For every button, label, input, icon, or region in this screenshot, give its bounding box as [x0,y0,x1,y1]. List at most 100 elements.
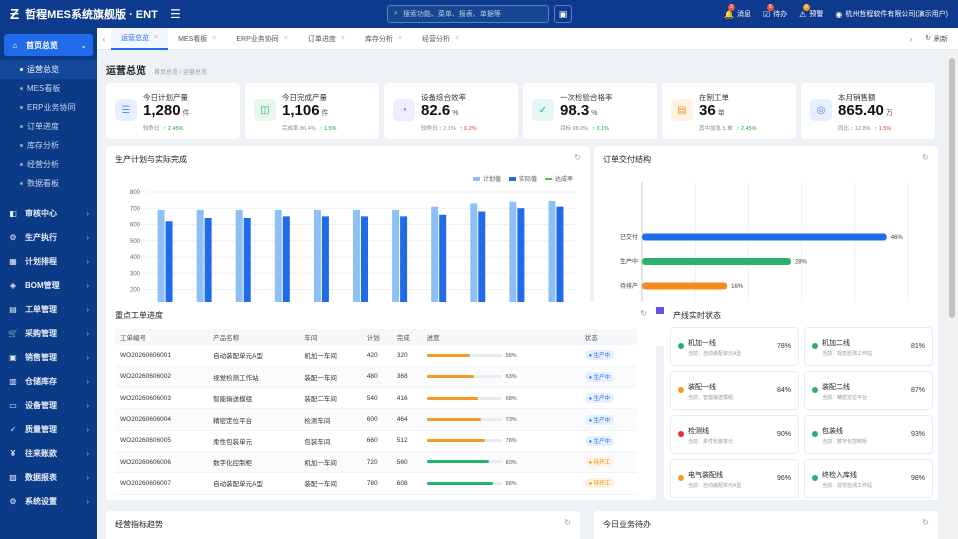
tab-1[interactable]: MES看板 × [168,28,226,50]
sidebar-item-purchase[interactable]: 🛒 采购管理 › [0,321,97,345]
kpi-card[interactable]: ✓ 一次检验合格率 98.3% 目标 98.0% ↑ 3.1% [523,83,657,139]
sidebar-item-device[interactable]: ▭ 设备管理 › [0,393,97,417]
sidebar-item-sales[interactable]: ▣ 销售管理 › [0,345,97,369]
kpi-value: 865.40 万 [838,102,893,119]
sidebar-item-plan[interactable]: ▦ 计划排程 › [0,249,97,273]
top-action-todo[interactable]: ☑ 5 待办 [763,4,787,19]
top-action-alert[interactable]: ⚠ 6 预警 [799,4,823,19]
tab-4[interactable]: 库存分析 × [355,28,412,50]
refresh-icon[interactable]: ↻ [922,153,929,162]
sidebar-item-workorder[interactable]: ▤ 工单管理 › [0,297,97,321]
top-action-bell[interactable]: 🔔 3 消息 [724,4,751,19]
table-row[interactable]: WO20260606002 视觉检测工作站 装配一车间 480 368 63% ● 生产中 [115,366,637,389]
column-header[interactable]: 完成 [391,329,422,345]
tab-scroll-right-icon[interactable]: › [909,33,913,44]
sidebar-item-home[interactable]: ⌂ 首页总览 ⌄ [4,34,93,56]
line-card[interactable]: 装配二线 当前：精密定位平台 87% [804,371,933,410]
tab-3[interactable]: 订单进度 × [298,28,355,50]
line-card[interactable]: 机加二线 当前：视觉检测工作站 81% [804,327,933,366]
sidebar-subitem[interactable]: ERP业务协同 [0,98,97,117]
sidebar-item-report[interactable]: ▨ 数据报表 › [0,465,97,489]
sidebar-item-warehouse[interactable]: ▥ 仓储库存 › [0,369,97,393]
global-search[interactable]: ⌕ 搜索功能、菜单、报表、单据等 [387,5,549,23]
progress-fill [426,396,478,400]
tab-2[interactable]: ERP业务协同 × [226,28,298,50]
kpi-card[interactable]: ▤ 在制工单 36 单其中加急 5 单 ↑ 2.45% [662,83,796,139]
top-bar: Ƶ 哲程MES系统旗舰版 · ENT ☰ ⌕ 搜索功能、菜单、报表、单据等 ▣ … [0,0,958,28]
close-icon[interactable]: × [455,35,460,42]
top-action-company[interactable]: ◉ 杭州哲程软件有限公司(演示用户) [835,9,948,19]
cell-id: WO20260606002 [115,366,209,389]
bar-value-label: 28% [795,260,808,266]
close-icon[interactable]: × [397,35,403,42]
table-row[interactable]: WO20260606001 自动装配单元A型 机加一车间 420 320 58% ● 生产中 [115,345,637,367]
status-dot-icon [812,343,818,349]
sidebar-subitem[interactable]: 运营总览 [0,60,97,79]
column-header[interactable]: 进度 [421,329,580,345]
tab-scroll-left-icon[interactable]: ‹ [102,33,106,44]
kpi-card[interactable]: ◫ 今日完成产量 1,106 件完成率 86.4% ↑ 1.5% [245,83,379,139]
search-input[interactable]: 搜索功能、菜单、报表、单据等 [402,11,501,18]
sidebar-item-account[interactable]: ¥ 往来账款 › [0,441,97,465]
sidebar-item-bom[interactable]: ◈ BOM管理 › [0,273,97,297]
sidebar-item-label: 采购管理 [25,328,57,338]
main-scrollbar[interactable] [947,50,958,539]
sidebar-subitem[interactable]: MES看板 [0,79,97,98]
sidebar-item-quality[interactable]: ✓ 质量管理 › [0,417,97,441]
line-card[interactable]: 终检入库线 当前：视觉检测工作站 98% [804,459,933,498]
close-icon[interactable]: × [340,35,345,42]
tab-5[interactable]: 经营分析 × [412,28,469,50]
column-header[interactable]: 车间 [299,329,362,345]
column-header[interactable]: 工单编号 [115,329,209,345]
line-card[interactable]: 电气装配线 当前：自动装配单元A型 96% [670,459,799,498]
sidebar-subitem[interactable]: 订单进度 [0,117,97,136]
sidebar-item-settings[interactable]: ⚙ 系统设置 › [0,489,97,513]
table-row[interactable]: WO20260606006 数字化控制柜 机加一车间 720 560 83% ● 待开工 [115,451,637,474]
hamburger-icon[interactable]: ☰ [170,7,181,21]
sidebar-subitem[interactable]: 经营分析 [0,155,97,174]
legend-item[interactable]: 计划值 [472,174,501,183]
line-card[interactable]: 机加一线 当前：自动装配单元A型 78% [670,327,799,366]
close-icon[interactable]: × [283,35,288,42]
sidebar-item-production[interactable]: ⚙ 生产执行 › [0,225,97,249]
kpi-card[interactable]: ◔ 设备综合效率 82.6% 较昨日 ↑ 2.1% ↑ 0.2% [384,83,518,139]
refresh-button[interactable]: ↻ 刷新 [925,34,948,44]
line-card[interactable]: 检测线 当前：柔性包装单元 90% [670,415,799,454]
kpi-card[interactable]: ◎ 本月销售额 865.40 万同比 ↑ 12.8% ↑ 1.5% [801,83,935,139]
line-card[interactable]: 装配一线 当前：智能输送模组 84% [670,371,799,410]
kpi-unit: 单 [717,110,725,117]
table-row[interactable]: WO20260606003 智能输送模组 装配二车间 540 416 68% ● 生产中 [115,387,637,410]
close-icon[interactable]: × [154,34,159,41]
tab-label: 订单进度 [307,35,336,43]
sidebar-subitem[interactable]: 库存分析 [0,136,97,155]
scrollbar-thumb[interactable] [949,58,955,318]
sidebar-subitem[interactable]: 数据看板 [0,174,97,193]
column-header[interactable]: 计划 [361,329,392,345]
progress-fill [426,439,486,443]
refresh-icon[interactable]: ↻ [574,153,581,162]
line-card[interactable]: 包装线 当前：数字化控制柜 93% [804,415,933,454]
progress-fill [426,481,493,485]
legend-item[interactable]: 达成率 [544,174,573,183]
refresh-icon[interactable]: ↻ [640,309,647,318]
kpi-sub-text: 其中加急 5 单 [699,126,733,132]
kpi-label: 今日计划产量 [143,93,188,102]
table-row[interactable]: WO20260606007 自动装配单元A型 装配一车间 780 608 88% ● 待开工 [115,472,637,495]
column-header[interactable]: 状态 [579,329,637,345]
bell-icon: 🔔 [724,9,734,19]
sidebar-item-audit[interactable]: ◧ 审核中心 › [0,201,97,225]
app-logo[interactable]: Ƶ 哲程MES系统旗舰版 · ENT [0,6,158,23]
bar-actual [361,216,368,322]
cell-plan: 480 [361,366,392,389]
refresh-icon[interactable]: ↻ [564,518,571,527]
tab-0[interactable]: 运营总览 × [111,27,169,50]
cell-progress: 58% [421,345,580,367]
table-row[interactable]: WO20260606005 柔性包装单元 包装车间 660 512 78% ● 生产中 [115,430,637,452]
kpi-card[interactable]: ☰ 今日计划产量 1,280 件较昨日 ↑ 2.45% [106,83,240,139]
column-header[interactable]: 产品名称 [208,329,300,345]
close-icon[interactable]: × [212,35,217,42]
refresh-icon[interactable]: ↻ [922,518,929,527]
scan-icon[interactable]: ▣ [554,5,572,23]
table-row[interactable]: WO20260606004 精密定位平台 检测车间 600 464 73% ● 生产中 [115,408,637,431]
legend-item[interactable]: 实际值 [508,174,537,183]
